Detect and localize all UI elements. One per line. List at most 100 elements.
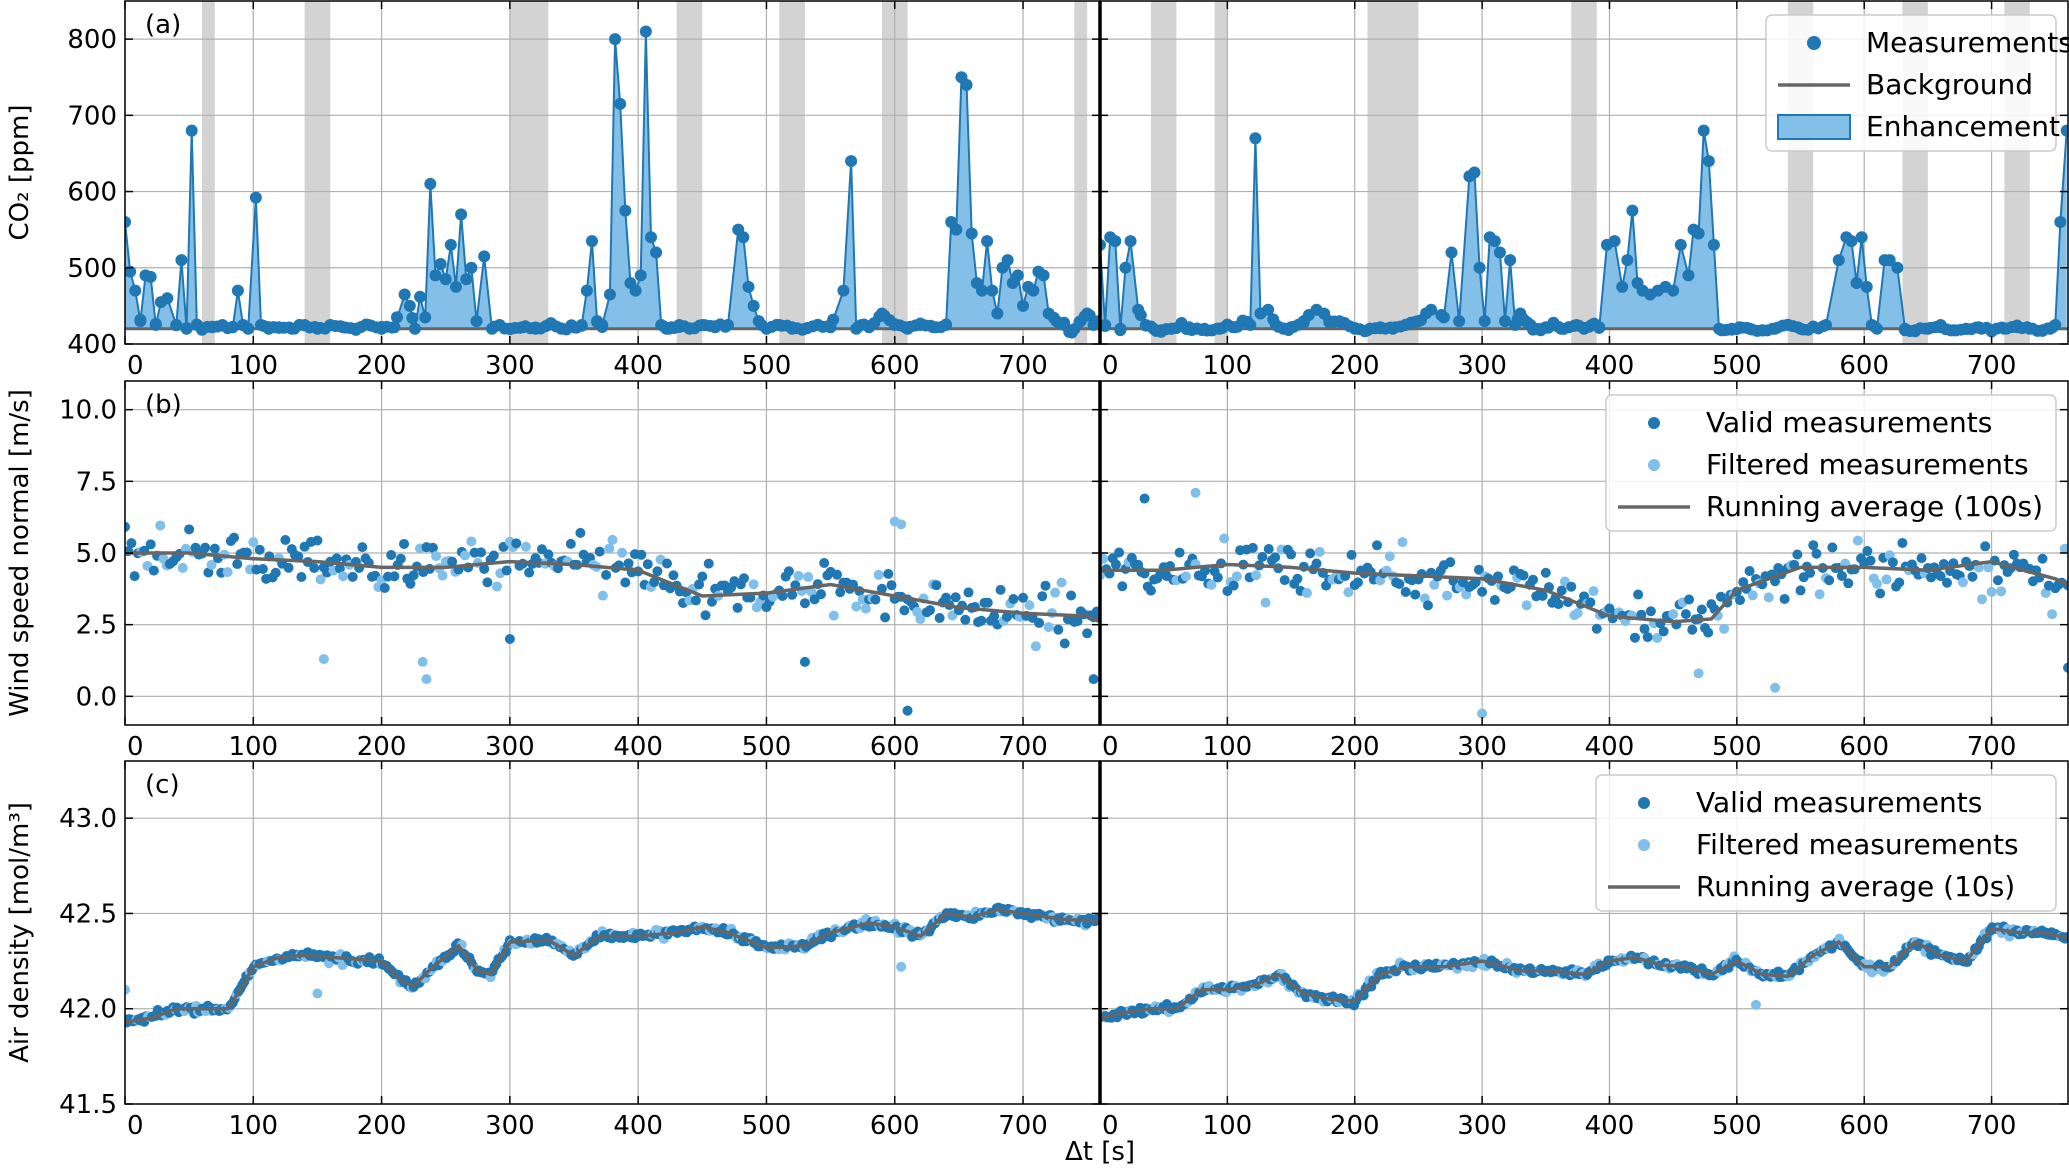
excluded-interval	[779, 1, 805, 344]
measurement-point	[149, 317, 162, 330]
valid-point	[1228, 580, 1239, 591]
valid-point	[1270, 552, 1281, 563]
measurement-point	[1488, 235, 1501, 248]
x-tick-label: 400	[613, 732, 663, 762]
valid-point	[1779, 593, 1790, 604]
filtered-point	[1251, 570, 1262, 581]
valid-point	[1658, 626, 1669, 637]
measurement-point	[1249, 132, 1262, 145]
x-tick-label: 500	[1712, 732, 1762, 762]
x-tick-label: 700	[998, 732, 1048, 762]
x-tick-label: 600	[870, 351, 920, 381]
valid-point	[1980, 541, 1991, 552]
valid-point	[280, 535, 291, 546]
panel-c: 0 100 200 300 400 500 600 700 41.5 42.0 42.5 43.0 0 1…	[5, 760, 2069, 1141]
subplot-b-right: 0 100 200 300 400 500 600 700	[1099, 380, 2069, 762]
subplot-c-left: 0 100 200 300 400 500 600 700 41.5 42.0 42.5 43.0	[59, 760, 1101, 1141]
filtered-point	[1871, 578, 1882, 589]
measurement-point	[1124, 235, 1137, 248]
measurement-point	[1608, 235, 1621, 248]
measurement-point	[2046, 321, 2059, 334]
valid-point	[1394, 578, 1405, 589]
x-tick-label: 0	[1102, 732, 1119, 762]
valid-point	[1805, 567, 1816, 578]
valid-point	[636, 549, 647, 560]
measurement-point	[1692, 227, 1705, 240]
valid-point	[479, 563, 490, 574]
measurement-point	[837, 284, 850, 297]
measurement-point	[619, 204, 632, 217]
measurement-point	[226, 320, 239, 333]
running-average-line	[125, 551, 1100, 624]
valid-point	[1556, 585, 1567, 596]
valid-point	[145, 539, 156, 550]
filtered-point	[873, 569, 884, 580]
measurement-point	[1860, 280, 1873, 293]
valid-point	[876, 583, 887, 594]
measurement-line	[125, 31, 1100, 335]
measurement-point	[639, 25, 652, 38]
valid-point	[1066, 590, 1077, 601]
filtered-point	[1521, 600, 1532, 611]
filtered-point	[803, 571, 814, 582]
filtered-point	[851, 601, 862, 612]
filtered-point	[1652, 632, 1663, 643]
filtered-point	[1747, 590, 1758, 601]
filtered-point	[1770, 682, 1781, 693]
valid-point	[309, 563, 320, 574]
x-tick-label: 300	[1457, 1111, 1507, 1141]
valid-point	[565, 538, 576, 549]
valid-point	[706, 596, 717, 607]
valid-point	[835, 587, 846, 598]
filtered-point	[417, 656, 428, 667]
measurement-point	[161, 292, 174, 305]
measurement-point	[242, 322, 255, 335]
measurement-point	[424, 177, 437, 190]
measurement-point	[249, 191, 262, 204]
valid-point	[1110, 559, 1121, 570]
running-average-line	[1100, 926, 2068, 1020]
valid-point	[129, 571, 140, 582]
measurement-point	[1241, 315, 1254, 328]
filtered-point	[1750, 999, 1761, 1010]
valid-point	[1935, 571, 1946, 582]
subplot-b-left: 0 100 200 300 400 500 600 700 0.0 2.5 5.0 7.5 10.0	[59, 380, 1101, 762]
x-axis-label: Δt [s]	[1065, 1137, 1135, 1167]
legend-label: Valid measurements	[1706, 406, 1992, 439]
filtered-point	[520, 541, 531, 552]
x-tick-label: 500	[742, 1111, 792, 1141]
legend-a: Measurements Background Enhancement	[1765, 14, 2069, 152]
measurement-point	[580, 284, 593, 297]
valid-point	[254, 544, 265, 555]
filtered-point	[1442, 590, 1453, 601]
measurement-point	[1114, 324, 1127, 337]
filtered-point	[1030, 641, 1041, 652]
measurement-point	[2060, 124, 2068, 137]
excluded-interval	[509, 1, 549, 344]
valid-point	[732, 602, 743, 613]
valid-point	[1865, 555, 1876, 566]
valid-point	[1518, 570, 1529, 581]
filtered-point	[466, 536, 477, 547]
valid-point	[1642, 632, 1653, 643]
valid-point	[883, 568, 894, 579]
legend-box	[1605, 394, 2057, 532]
panel-label: (a)	[145, 10, 181, 40]
measurement-point	[603, 288, 616, 301]
valid-point	[601, 569, 612, 580]
measurement-point	[185, 124, 198, 137]
x-tick-label: 600	[1839, 732, 1889, 762]
valid-point	[524, 567, 535, 578]
measurement-point	[125, 265, 137, 278]
filtered-point	[1314, 546, 1325, 557]
measurement-point	[429, 269, 442, 282]
measurement-point	[940, 318, 953, 331]
legend-label: Measurements	[1866, 26, 2069, 59]
measurement-point	[1593, 321, 1606, 334]
x-tick-label: 0	[127, 351, 144, 381]
valid-point	[200, 542, 211, 553]
filtered-point	[338, 571, 349, 582]
x-tick-label: 0	[127, 732, 144, 762]
legend-label: Running average (10s)	[1696, 870, 2015, 903]
valid-point	[1139, 493, 1150, 504]
